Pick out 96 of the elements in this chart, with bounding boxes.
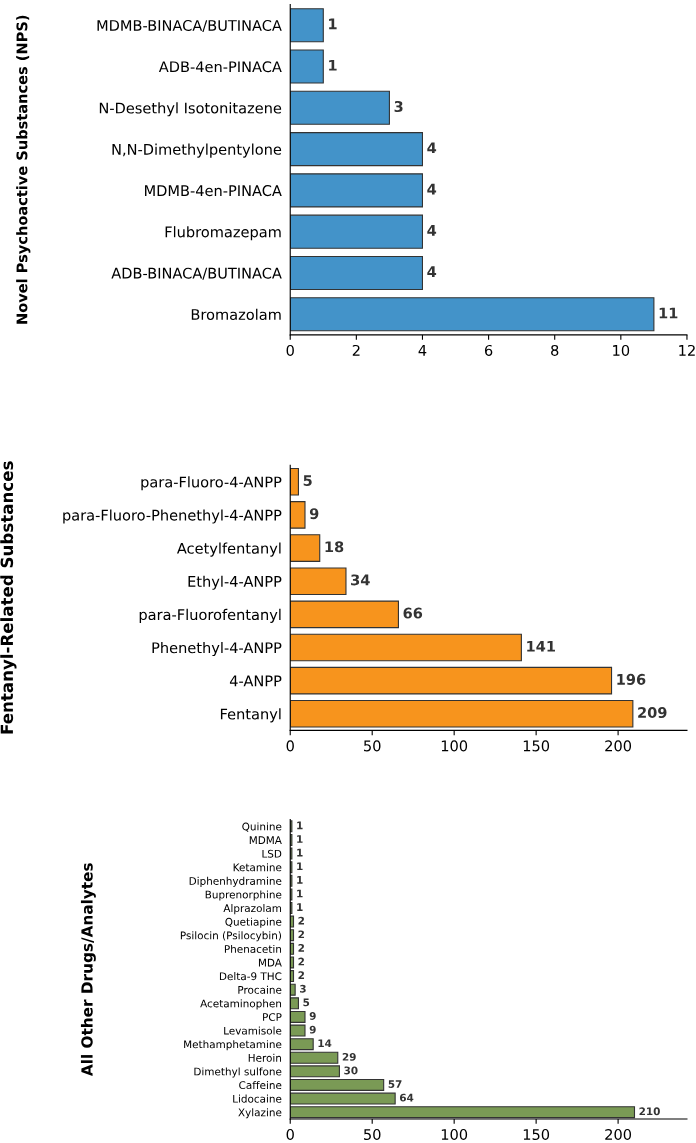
x-tick-label: 12	[679, 344, 695, 356]
data-label: 64	[399, 1093, 414, 1102]
data-label: 11	[659, 307, 678, 319]
data-label: 1	[297, 835, 303, 843]
data-label: 34	[351, 574, 370, 586]
data-label: 1	[297, 862, 303, 871]
y-tick-label: Procaine	[238, 985, 282, 994]
y-tick-label: Quetiapine	[225, 917, 282, 928]
data-label: 5	[303, 475, 312, 487]
y-tick-label: Alprazolam	[223, 904, 282, 915]
y-tick-label: para-Fluoro-4-ANPP	[141, 476, 282, 491]
y-tick-label: Psilocin (Psilocybin)	[180, 931, 281, 942]
x-tick-label: 50	[364, 1128, 381, 1141]
data-label: 3	[394, 101, 403, 113]
x-tick-label: 150	[523, 740, 550, 752]
y-tick-label: Fentanyl	[220, 708, 281, 723]
y-axis-title: All Other Drugs/Analytes	[80, 863, 96, 1077]
y-tick-label: para-Fluoro-Phenethyl-4-ANPP	[63, 509, 282, 524]
x-tick-label: 100	[441, 1128, 468, 1141]
y-tick-label: Levamisole	[224, 1026, 282, 1035]
y-axis-title: Novel Psychoactive Substances (NPS)	[16, 15, 31, 324]
y-tick-label: Flubromazepam	[165, 226, 281, 241]
y-tick-label: Ketamine	[233, 863, 282, 872]
data-label: 30	[344, 1066, 358, 1075]
data-label: 1	[329, 18, 337, 30]
x-tick-label: 8	[551, 344, 559, 356]
y-tick-label: LSD	[262, 849, 282, 858]
data-label: 4	[427, 142, 437, 154]
y-tick-label: Bromazolam	[191, 308, 281, 320]
data-label: 66	[403, 607, 423, 619]
data-label: 210	[639, 1107, 660, 1116]
y-tick-label: Xylazine	[238, 1108, 282, 1119]
y-tick-label: Methamphetamine	[184, 1040, 282, 1051]
x-tick-label: 2	[352, 344, 360, 356]
y-tick-label: para-Fluorofentanyl	[139, 608, 281, 623]
data-label: 2	[298, 930, 305, 939]
data-label: 29	[342, 1052, 356, 1061]
y-tick-label: 4-ANPP	[229, 675, 282, 687]
y-tick-label: Acetylfentanyl	[176, 542, 281, 557]
y-tick-label: Quinine	[242, 822, 282, 832]
data-label: 4	[427, 266, 437, 277]
data-label: 9	[309, 1025, 316, 1034]
y-axis-title: Fentanyl-Related Substances	[0, 461, 17, 734]
data-label: 3	[300, 984, 306, 993]
data-label: 57	[388, 1080, 402, 1088]
x-tick-label: 200	[605, 1128, 632, 1141]
y-tick-label: Buprenorphine	[205, 890, 282, 901]
x-tick-label: 6	[484, 344, 493, 356]
y-tick-label: Ethyl-4-ANPP	[188, 575, 282, 590]
data-label: 1	[329, 59, 337, 71]
x-tick-label: 0	[286, 1128, 294, 1141]
y-tick-label: Caffeine	[239, 1081, 282, 1090]
data-label: 14	[318, 1039, 332, 1047]
data-label: 1	[297, 821, 303, 830]
y-tick-label: Delta-9 THC	[219, 972, 282, 981]
data-label: 1	[297, 903, 303, 911]
data-label: 196	[617, 673, 646, 685]
x-tick-label: 200	[605, 740, 632, 752]
data-label: 5	[303, 998, 310, 1007]
x-tick-label: 0	[286, 740, 294, 752]
x-tick-label: 150	[523, 1128, 550, 1141]
x-tick-label: 4	[418, 345, 427, 356]
data-label: 2	[298, 916, 305, 925]
data-label: 209	[638, 707, 667, 719]
y-tick-label: Dimethyl sulfone	[194, 1067, 282, 1078]
data-label: 4	[427, 225, 437, 236]
data-label: 18	[325, 541, 344, 553]
y-tick-label: N-Desethyl Isotonitazene	[99, 102, 282, 117]
y-tick-label: MDMB-4en-PINACA	[145, 185, 282, 197]
y-tick-label: Phenethyl-4-ANPP	[152, 641, 282, 657]
y-tick-label: N,N-Dimethylpentylone	[112, 143, 282, 158]
data-label: 9	[309, 508, 319, 520]
y-tick-label: MDMB-BINACA/BUTINACA	[97, 19, 282, 33]
data-label: 1	[297, 848, 303, 857]
data-label: 1	[297, 876, 303, 884]
x-tick-label: 50	[364, 740, 381, 752]
data-label: 2	[298, 971, 305, 979]
x-tick-label: 100	[441, 740, 468, 752]
y-tick-label: ADB-BINACA/BUTINACA	[111, 267, 282, 280]
y-tick-label: MDMA	[249, 836, 282, 844]
y-tick-label: MDA	[258, 958, 282, 967]
x-tick-label: 0	[286, 344, 294, 356]
y-tick-label: PCP	[263, 1013, 282, 1022]
data-label: 9	[309, 1012, 316, 1020]
data-label: 2	[298, 943, 305, 952]
y-tick-label: Heroin	[248, 1053, 282, 1062]
x-tick-label: 10	[613, 344, 630, 356]
data-label: 2	[298, 957, 305, 966]
y-tick-label: Diphenhydramine	[189, 876, 282, 887]
data-label: 4	[427, 183, 437, 195]
y-tick-label: ADB-4en-PINACA	[158, 61, 282, 73]
data-label: 1	[297, 889, 303, 898]
y-tick-label: Phenacetin	[224, 944, 282, 953]
y-tick-label: Acetaminophen	[200, 999, 282, 1010]
y-tick-label: Lidocaine	[233, 1094, 282, 1103]
data-label: 141	[527, 640, 555, 652]
